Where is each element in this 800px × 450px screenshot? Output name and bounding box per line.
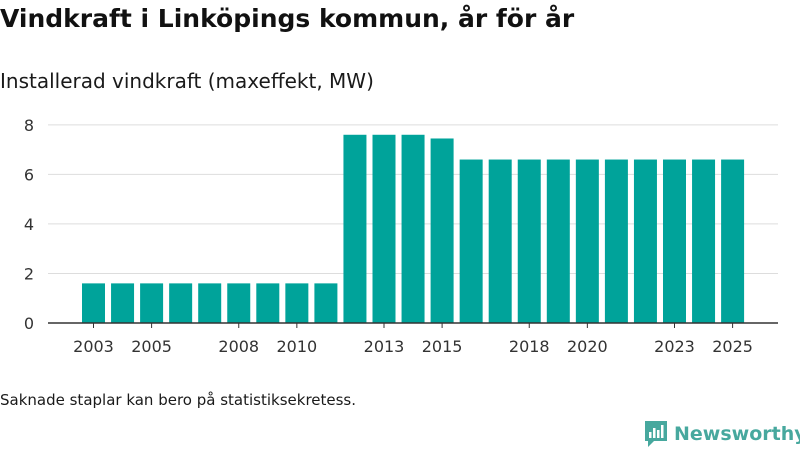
brand-name: Newsworthy <box>674 423 800 445</box>
bar-2005 <box>140 283 164 323</box>
bar-2024 <box>692 159 716 323</box>
newsworthy-logo-icon <box>645 421 667 447</box>
bar-2007 <box>198 283 222 323</box>
bar-2008 <box>227 283 251 323</box>
brand-logo: Newsworthy <box>644 419 800 449</box>
x-tick-label-2020: 2020 <box>567 337 608 356</box>
bar-2004 <box>111 283 135 323</box>
bar-2019 <box>546 159 570 323</box>
y-tick-label-4: 4 <box>24 215 34 234</box>
x-tick-label-2013: 2013 <box>364 337 405 356</box>
y-tick-label-0: 0 <box>24 314 34 333</box>
bar-2025 <box>721 159 745 323</box>
bar-2021 <box>604 159 628 323</box>
bar-2020 <box>575 159 599 323</box>
bar-2009 <box>256 283 280 323</box>
x-tick-label-2025: 2025 <box>712 337 753 356</box>
x-tick-label-2005: 2005 <box>131 337 172 356</box>
x-tick-label-2010: 2010 <box>276 337 317 356</box>
bar-2006 <box>169 283 193 323</box>
y-tick-label-2: 2 <box>24 264 34 283</box>
x-tick-label-2008: 2008 <box>218 337 259 356</box>
bar-chart: 0 2 4 6 8 2003 2005 2008 2010 2013 2015 2018 2020 202… <box>24 116 778 356</box>
x-tick-label-2015: 2015 <box>422 337 463 356</box>
bar-2011 <box>314 283 338 323</box>
bar-2010 <box>285 283 309 323</box>
bar-2014 <box>401 134 425 323</box>
footnote: Saknade staplar kan bero på statistiksek… <box>0 391 357 409</box>
y-tick-label-8: 8 <box>24 116 34 135</box>
bar-2017 <box>488 159 512 323</box>
x-tick-label-2018: 2018 <box>509 337 550 356</box>
bar-2015 <box>430 138 454 323</box>
bar-2003 <box>82 283 105 323</box>
y-tick-label-6: 6 <box>24 165 34 184</box>
bar-2022 <box>633 159 657 323</box>
bar-2012 <box>343 134 367 323</box>
x-tick-label-2023: 2023 <box>654 337 695 356</box>
bar-2016 <box>459 159 483 323</box>
bar-2023 <box>663 159 686 323</box>
chart-subtitle: Installerad vindkraft (maxeffekt, MW) <box>0 69 374 93</box>
bar-2013 <box>372 134 396 323</box>
x-tick-label-2003: 2003 <box>73 337 114 356</box>
bar-2018 <box>517 159 541 323</box>
chart-title: Vindkraft i Linköpings kommun, år för år <box>0 4 575 33</box>
